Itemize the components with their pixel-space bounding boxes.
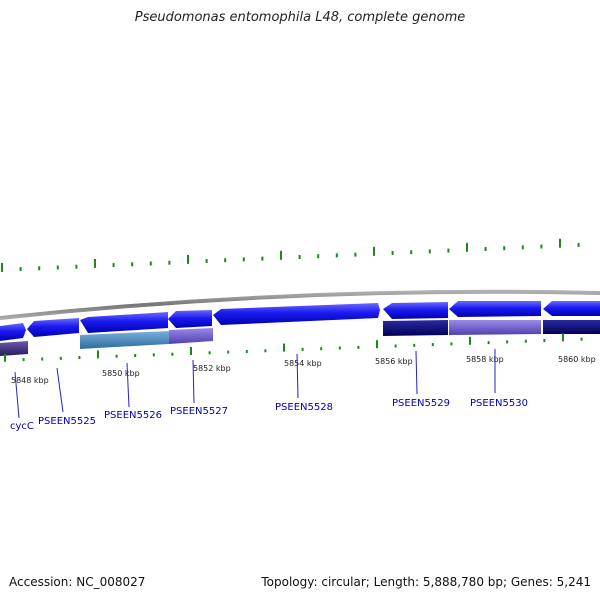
gene-label-PSEEN5529[interactable]: PSEEN5529 [392, 398, 450, 409]
gene-label-PSEEN5525[interactable]: PSEEN5525 [38, 416, 96, 427]
cog-category-band [0, 320, 600, 356]
label-line [296, 353, 299, 399]
cog-segment [383, 320, 448, 336]
gene-arrow [80, 312, 168, 333]
gene-arrow [383, 302, 448, 319]
ruler-label: 5856 kbp [375, 357, 413, 366]
label-line [14, 371, 20, 419]
label-line [126, 362, 130, 408]
cog-segment [449, 320, 541, 335]
gene-label-PSEEN5526[interactable]: PSEEN5526 [104, 410, 162, 421]
gene-arrow [27, 318, 79, 337]
cog-segment [169, 328, 213, 344]
gene-arrow [449, 301, 541, 317]
cog-segment [0, 341, 28, 356]
gene-arrow [213, 303, 380, 325]
gene-label-PSEEN5530[interactable]: PSEEN5530 [470, 398, 528, 409]
gene-label-PSEEN5528[interactable]: PSEEN5528 [275, 402, 333, 413]
forward-strand-genes [0, 301, 600, 341]
ruler-label: 5858 kbp [466, 355, 504, 364]
cog-segment [543, 320, 600, 334]
gc-content-ticks-upper [1, 238, 580, 272]
gene-label-lines [14, 349, 496, 419]
gene-arrow [543, 301, 600, 316]
gene-arrow [0, 323, 26, 341]
ruler-label: 5852 kbp [193, 364, 231, 373]
accession-text: Accession: NC_008027 [9, 575, 146, 589]
label-line [56, 367, 64, 413]
ruler-label: 5854 kbp [284, 359, 322, 368]
gc-content-ticks-lower [4, 333, 583, 362]
genome-backbone [0, 289, 600, 320]
ruler-label: 5850 kbp [102, 369, 140, 378]
topology-text: Topology: circular; Length: 5,888,780 bp… [261, 575, 591, 589]
label-line [192, 359, 195, 404]
gene-arrow [168, 310, 212, 328]
gene-label-cycC[interactable]: cycC [10, 421, 34, 432]
genome-title: Pseudomonas entomophila L48, complete ge… [134, 10, 466, 25]
cog-segment [80, 331, 169, 349]
gene-label-PSEEN5527[interactable]: PSEEN5527 [170, 406, 228, 417]
label-line [415, 350, 418, 395]
ruler-label: 5860 kbp [558, 355, 596, 364]
ruler-label: 5848 kbp [11, 376, 49, 385]
gene-labels: cycC PSEEN5525 PSEEN5526 PSEEN5527 PSEEN… [10, 398, 528, 432]
ruler: 5848 kbp 5850 kbp 5852 kbp 5854 kbp 5856… [11, 355, 596, 385]
